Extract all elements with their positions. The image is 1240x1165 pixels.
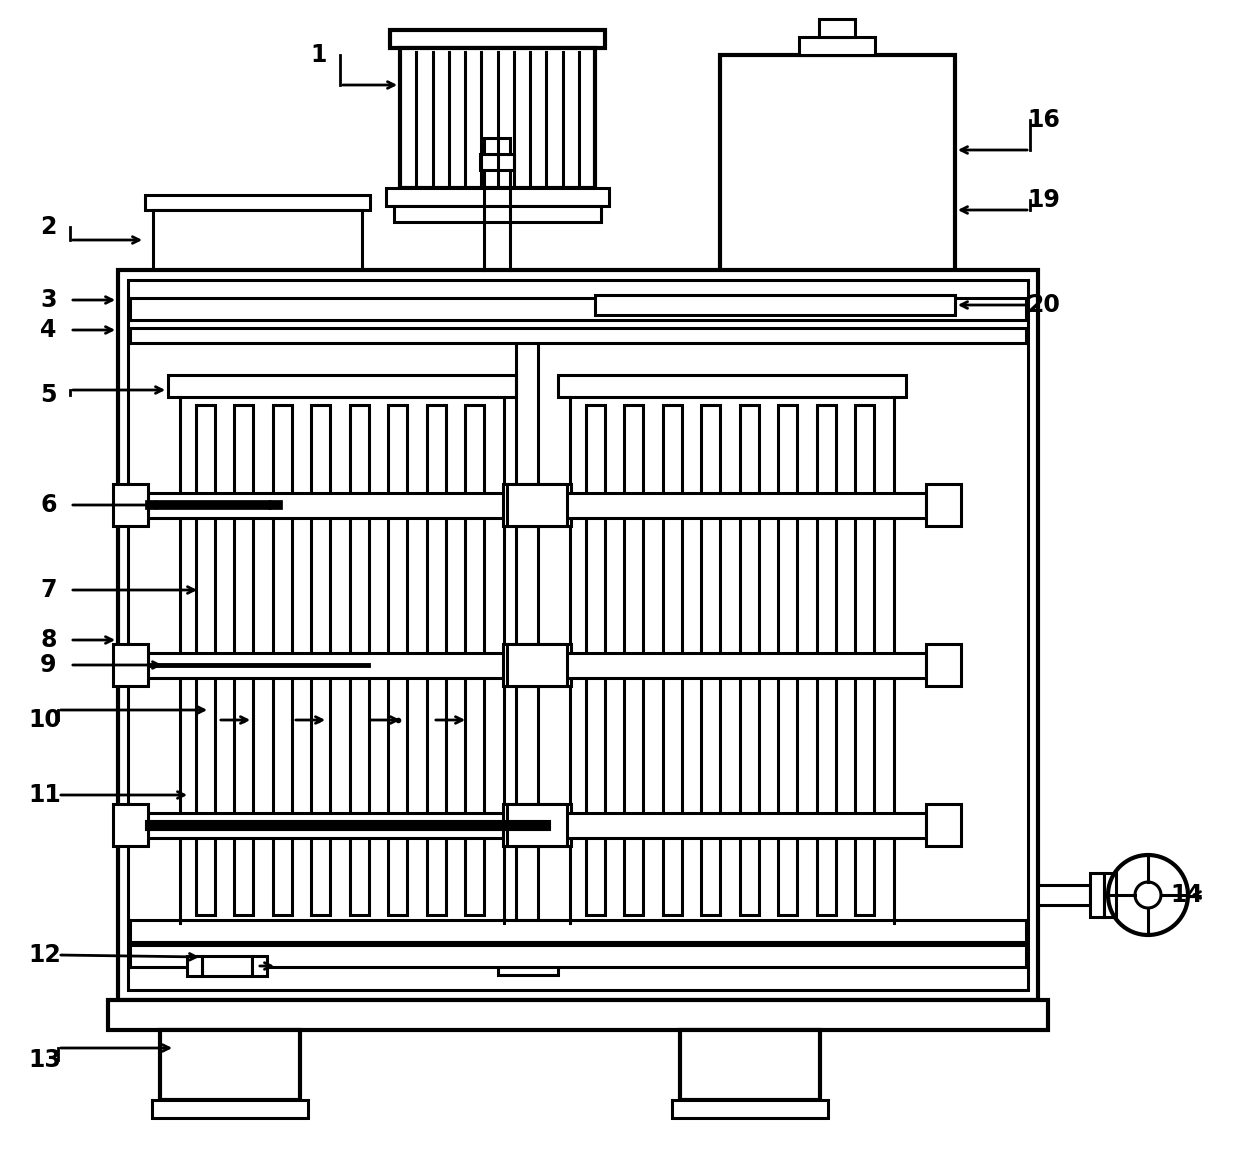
Bar xyxy=(538,493,926,518)
Bar xyxy=(779,405,797,915)
Bar xyxy=(624,405,644,915)
Bar xyxy=(503,644,538,686)
Text: 10: 10 xyxy=(29,708,61,732)
Bar xyxy=(740,405,759,915)
Bar xyxy=(799,37,875,55)
Bar xyxy=(350,405,370,915)
Bar xyxy=(401,48,595,188)
Bar xyxy=(498,920,558,975)
Bar xyxy=(386,188,609,206)
Bar xyxy=(148,493,536,518)
Text: 11: 11 xyxy=(29,783,61,807)
Text: 12: 12 xyxy=(29,942,61,967)
Bar xyxy=(672,1100,828,1118)
Text: 2: 2 xyxy=(40,216,56,239)
Text: 19: 19 xyxy=(1027,188,1060,212)
Text: 13: 13 xyxy=(29,1048,61,1072)
Bar xyxy=(538,813,926,838)
Bar xyxy=(130,945,1025,967)
Bar xyxy=(536,483,570,527)
Bar xyxy=(817,405,836,915)
Bar xyxy=(167,923,516,945)
Bar xyxy=(507,483,567,527)
Bar xyxy=(113,644,148,686)
Bar xyxy=(585,405,605,915)
Bar xyxy=(503,804,538,846)
Bar xyxy=(148,813,536,838)
Text: 7: 7 xyxy=(40,578,57,602)
Bar xyxy=(148,654,536,678)
Bar xyxy=(202,956,252,976)
Text: 9: 9 xyxy=(40,654,57,677)
Bar xyxy=(153,210,362,270)
Bar xyxy=(507,644,567,686)
Text: 1: 1 xyxy=(310,43,326,68)
Text: 14: 14 xyxy=(1171,883,1203,908)
Bar xyxy=(145,195,370,210)
Bar xyxy=(536,644,570,686)
Bar xyxy=(252,956,267,976)
Bar xyxy=(113,483,148,527)
Bar xyxy=(311,405,330,915)
Bar xyxy=(480,154,515,170)
Bar xyxy=(234,405,253,915)
Bar xyxy=(160,1030,300,1100)
Text: 8: 8 xyxy=(40,628,57,652)
Text: 5: 5 xyxy=(40,383,57,407)
Bar xyxy=(167,375,516,397)
Bar xyxy=(662,405,682,915)
Bar xyxy=(1090,873,1104,917)
Bar xyxy=(926,804,961,846)
Bar xyxy=(680,1030,820,1100)
Bar xyxy=(856,405,874,915)
Bar xyxy=(484,137,510,154)
Bar xyxy=(391,30,605,48)
Bar xyxy=(394,206,601,223)
Text: 20: 20 xyxy=(1027,294,1060,317)
Bar xyxy=(720,55,955,285)
Bar xyxy=(108,1000,1048,1030)
Bar xyxy=(538,654,926,678)
Bar xyxy=(503,483,538,527)
Bar xyxy=(926,644,961,686)
Bar xyxy=(153,1100,308,1118)
Bar xyxy=(507,804,567,846)
Bar xyxy=(388,405,408,915)
Bar xyxy=(536,804,570,846)
Bar xyxy=(128,280,1028,990)
Bar xyxy=(196,405,215,915)
Bar xyxy=(926,483,961,527)
Bar xyxy=(558,375,906,397)
Bar xyxy=(1038,885,1090,905)
Bar xyxy=(427,405,446,915)
Bar xyxy=(1104,873,1116,917)
Bar xyxy=(465,405,485,915)
Bar xyxy=(595,295,955,315)
Bar xyxy=(130,298,1025,320)
Bar xyxy=(187,956,202,976)
Text: 4: 4 xyxy=(40,318,56,343)
Text: 16: 16 xyxy=(1027,108,1060,132)
Bar xyxy=(558,923,906,945)
Text: 3: 3 xyxy=(40,288,57,312)
Text: 6: 6 xyxy=(40,493,57,517)
Bar xyxy=(118,270,1038,1000)
Bar xyxy=(701,405,720,915)
Bar xyxy=(273,405,291,915)
Bar xyxy=(130,329,1025,343)
Bar xyxy=(130,920,1025,942)
Bar xyxy=(818,19,856,37)
Bar xyxy=(113,804,148,846)
